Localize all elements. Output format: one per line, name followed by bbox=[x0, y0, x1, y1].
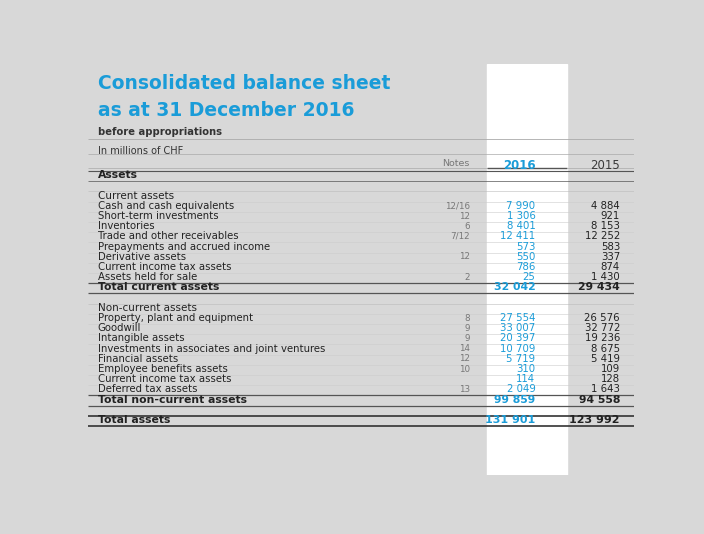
Text: 1 306: 1 306 bbox=[506, 211, 536, 221]
Text: 99 859: 99 859 bbox=[494, 395, 536, 405]
Text: 337: 337 bbox=[601, 252, 620, 262]
Text: Trade and other receivables: Trade and other receivables bbox=[98, 231, 239, 241]
Text: 583: 583 bbox=[601, 242, 620, 252]
Text: Consolidated balance sheet: Consolidated balance sheet bbox=[98, 74, 390, 93]
Text: 131 901: 131 901 bbox=[485, 415, 536, 425]
Text: 12/16: 12/16 bbox=[445, 201, 470, 210]
Text: Cash and cash equivalents: Cash and cash equivalents bbox=[98, 201, 234, 211]
Text: Deferred tax assets: Deferred tax assets bbox=[98, 384, 197, 395]
Text: 7 990: 7 990 bbox=[506, 201, 536, 211]
Text: Total current assets: Total current assets bbox=[98, 282, 219, 293]
Text: 10 709: 10 709 bbox=[500, 343, 536, 354]
Text: Goodwill: Goodwill bbox=[98, 323, 142, 333]
Text: Notes: Notes bbox=[443, 160, 470, 168]
Text: Current assets: Current assets bbox=[98, 191, 174, 201]
Text: 2015: 2015 bbox=[590, 160, 620, 172]
Text: 19 236: 19 236 bbox=[584, 333, 620, 343]
Text: 550: 550 bbox=[516, 252, 536, 262]
Text: Employee benefits assets: Employee benefits assets bbox=[98, 364, 227, 374]
Text: 5 419: 5 419 bbox=[591, 354, 620, 364]
Text: 7/12: 7/12 bbox=[451, 232, 470, 241]
Text: Derivative assets: Derivative assets bbox=[98, 252, 186, 262]
Text: 33 007: 33 007 bbox=[500, 323, 536, 333]
Text: 114: 114 bbox=[516, 374, 536, 384]
Text: 573: 573 bbox=[516, 242, 536, 252]
Text: 123 992: 123 992 bbox=[570, 415, 620, 425]
Text: 921: 921 bbox=[601, 211, 620, 221]
Text: 12: 12 bbox=[459, 253, 470, 261]
Text: 2: 2 bbox=[465, 273, 470, 282]
Text: 128: 128 bbox=[601, 374, 620, 384]
Text: Prepayments and accrued income: Prepayments and accrued income bbox=[98, 242, 270, 252]
Text: 8 401: 8 401 bbox=[507, 221, 536, 231]
Text: 12 252: 12 252 bbox=[585, 231, 620, 241]
Text: 5 719: 5 719 bbox=[506, 354, 536, 364]
Text: 4 884: 4 884 bbox=[591, 201, 620, 211]
Text: 2 049: 2 049 bbox=[506, 384, 536, 395]
Text: Total assets: Total assets bbox=[98, 415, 170, 425]
Text: 94 558: 94 558 bbox=[579, 395, 620, 405]
Text: Current income tax assets: Current income tax assets bbox=[98, 262, 232, 272]
Text: Property, plant and equipment: Property, plant and equipment bbox=[98, 313, 253, 323]
Text: 874: 874 bbox=[601, 262, 620, 272]
Text: Assets held for sale: Assets held for sale bbox=[98, 272, 197, 282]
Text: Intangible assets: Intangible assets bbox=[98, 333, 184, 343]
Text: 2016: 2016 bbox=[503, 160, 536, 172]
Text: 26 576: 26 576 bbox=[584, 313, 620, 323]
Text: 32 772: 32 772 bbox=[584, 323, 620, 333]
Text: 1 643: 1 643 bbox=[591, 384, 620, 395]
Text: 12: 12 bbox=[459, 211, 470, 221]
Text: 786: 786 bbox=[516, 262, 536, 272]
Text: 8 153: 8 153 bbox=[591, 221, 620, 231]
Text: 32 042: 32 042 bbox=[494, 282, 536, 293]
Text: 25: 25 bbox=[522, 272, 536, 282]
Text: before appropriations: before appropriations bbox=[98, 127, 222, 137]
Text: 13: 13 bbox=[459, 385, 470, 394]
Text: 10: 10 bbox=[459, 365, 470, 373]
Text: 14: 14 bbox=[459, 344, 470, 353]
Text: 12 411: 12 411 bbox=[501, 231, 536, 241]
Bar bbox=[487, 64, 567, 475]
Text: Inventories: Inventories bbox=[98, 221, 154, 231]
Text: Investments in associates and joint ventures: Investments in associates and joint vent… bbox=[98, 343, 325, 354]
Text: 6: 6 bbox=[465, 222, 470, 231]
Text: In millions of CHF: In millions of CHF bbox=[98, 146, 183, 156]
Text: 1 430: 1 430 bbox=[591, 272, 620, 282]
Text: 8: 8 bbox=[465, 313, 470, 323]
Text: 8 675: 8 675 bbox=[591, 343, 620, 354]
Text: as at 31 December 2016: as at 31 December 2016 bbox=[98, 101, 354, 120]
Text: Non-current assets: Non-current assets bbox=[98, 303, 197, 313]
Text: 9: 9 bbox=[465, 334, 470, 343]
Text: 9: 9 bbox=[465, 324, 470, 333]
Text: 12: 12 bbox=[459, 355, 470, 363]
Text: 27 554: 27 554 bbox=[500, 313, 536, 323]
Text: 109: 109 bbox=[601, 364, 620, 374]
Text: Total non-current assets: Total non-current assets bbox=[98, 395, 247, 405]
Text: 29 434: 29 434 bbox=[578, 282, 620, 293]
Text: 310: 310 bbox=[516, 364, 536, 374]
Text: 20 397: 20 397 bbox=[500, 333, 536, 343]
Text: Short-term investments: Short-term investments bbox=[98, 211, 218, 221]
Text: Financial assets: Financial assets bbox=[98, 354, 178, 364]
Text: Current income tax assets: Current income tax assets bbox=[98, 374, 232, 384]
Text: Assets: Assets bbox=[98, 170, 138, 180]
